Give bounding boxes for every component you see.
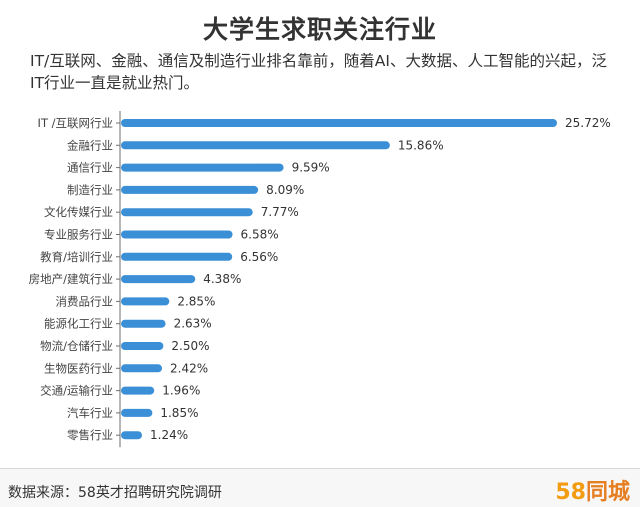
value-label: 2.63% (174, 317, 212, 331)
value-label: 8.09% (266, 183, 304, 197)
bar (121, 119, 557, 127)
bar (121, 319, 166, 328)
category-label: 房地产/建筑行业 (29, 272, 113, 286)
bar (121, 431, 143, 440)
category-label: 专业服务行业 (44, 228, 113, 242)
category-label: IT /互联网行业 (38, 116, 113, 130)
footer-divider (0, 468, 640, 469)
value-label: 4.38% (203, 272, 241, 286)
footer-bar (0, 469, 640, 507)
bar (121, 386, 155, 395)
category-label: 金融行业 (67, 138, 113, 152)
category-label: 物流/仓储行业 (40, 339, 113, 353)
bar (121, 408, 153, 417)
category-label: 生物医药行业 (44, 361, 113, 375)
bar (121, 297, 170, 306)
bar (121, 275, 196, 284)
category-label: 通信行业 (67, 161, 113, 175)
value-label: 1.24% (150, 428, 188, 442)
value-label: 2.85% (177, 294, 215, 308)
value-label: 25.72% (565, 116, 611, 130)
chart-card: 大学生求职关注行业 IT/互联网、金融、通信及制造行业排名靠前，随着AI、大数据… (28, 15, 611, 448)
category-label: 能源化工行业 (44, 317, 113, 331)
page-subtitle: IT/互联网、金融、通信及制造行业排名靠前，随着AI、大数据、人工智能的兴起，泛… (30, 52, 607, 92)
logo-text: 同城 (585, 480, 630, 505)
source-note: 数据来源：58英才招聘研究院调研 (8, 485, 222, 501)
value-label: 6.56% (240, 250, 278, 264)
value-label: 2.42% (170, 361, 208, 375)
bar (121, 230, 233, 239)
bar (121, 141, 390, 150)
bar (121, 252, 233, 261)
logo-number: 58 (555, 480, 586, 505)
bar (121, 208, 253, 217)
value-label: 15.86% (398, 138, 444, 152)
bar-chart: IT /互联网行业 25.72% 金融行业 15.86% 通信行业 9.59% 制造行业 8.… (29, 111, 611, 448)
bar (121, 163, 284, 172)
bar (121, 364, 163, 373)
category-label: 交通/运输行业 (40, 384, 113, 398)
value-label: 1.96% (162, 384, 200, 398)
bar (121, 342, 164, 350)
category-label: 汽车行业 (67, 406, 113, 420)
value-label: 1.85% (160, 406, 198, 420)
category-label: 制造行业 (67, 183, 113, 197)
category-label: 教育/培训行业 (40, 250, 113, 264)
value-label: 2.50% (171, 339, 209, 353)
category-label: 零售行业 (67, 428, 113, 442)
value-label: 9.59% (292, 161, 330, 175)
category-label: 文化传媒行业 (44, 205, 113, 219)
value-label: 6.58% (241, 228, 279, 242)
category-label: 消费品行业 (56, 294, 114, 308)
brand-logo: 58同城 (555, 474, 630, 506)
page-title: 大学生求职关注行业 (202, 15, 437, 44)
bar (121, 185, 259, 194)
value-label: 7.77% (261, 205, 299, 219)
